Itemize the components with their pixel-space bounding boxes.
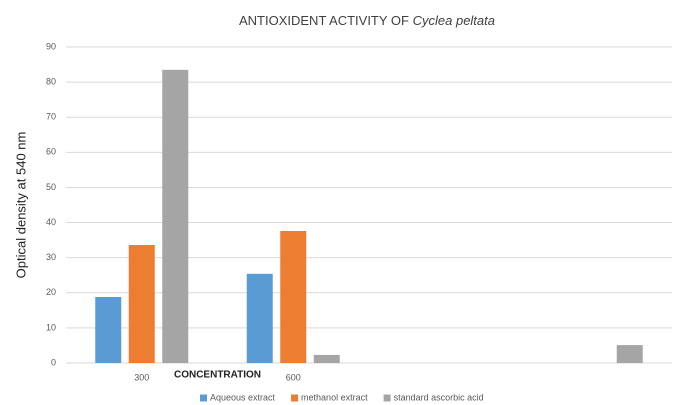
bar <box>128 245 155 363</box>
y-tick-label: 50 <box>46 182 56 192</box>
bar <box>616 345 643 363</box>
legend-label: Aqueous extract <box>210 392 276 402</box>
x-tick-label: 600 <box>286 372 301 382</box>
y-tick-label: 30 <box>46 252 56 262</box>
y-tick-label: 0 <box>51 357 56 367</box>
x-axis-label: CONCENTRATION <box>174 370 261 381</box>
y-tick-label: 10 <box>46 322 56 332</box>
legend-swatch <box>383 394 391 402</box>
bar <box>280 230 307 363</box>
y-tick-label: 60 <box>46 147 56 157</box>
bar <box>95 296 122 363</box>
y-axis-label: Optical density at 540 nm <box>13 132 28 279</box>
y-tick-label: 90 <box>46 41 56 51</box>
chart-title: ANTIOXIDENT ACTIVITY OF Cyclea peltata <box>239 13 495 28</box>
legend-label: methanol extract <box>301 392 368 402</box>
y-tick-label: 40 <box>46 217 56 227</box>
legend-swatch <box>291 394 299 402</box>
y-tick-label: 20 <box>46 287 56 297</box>
x-tick-label: 300 <box>134 372 149 382</box>
legend-swatch <box>200 394 207 402</box>
bar <box>246 273 273 363</box>
bar <box>162 69 189 364</box>
title-text: ANTIOXIDENT ACTIVITY OF <box>239 13 409 28</box>
bar <box>313 354 340 363</box>
title-italic: Cyclea peltata <box>413 13 495 28</box>
legend-label: standard ascorbic acid <box>394 392 484 402</box>
y-tick-label: 80 <box>46 76 56 86</box>
y-tick-label: 70 <box>46 112 56 122</box>
